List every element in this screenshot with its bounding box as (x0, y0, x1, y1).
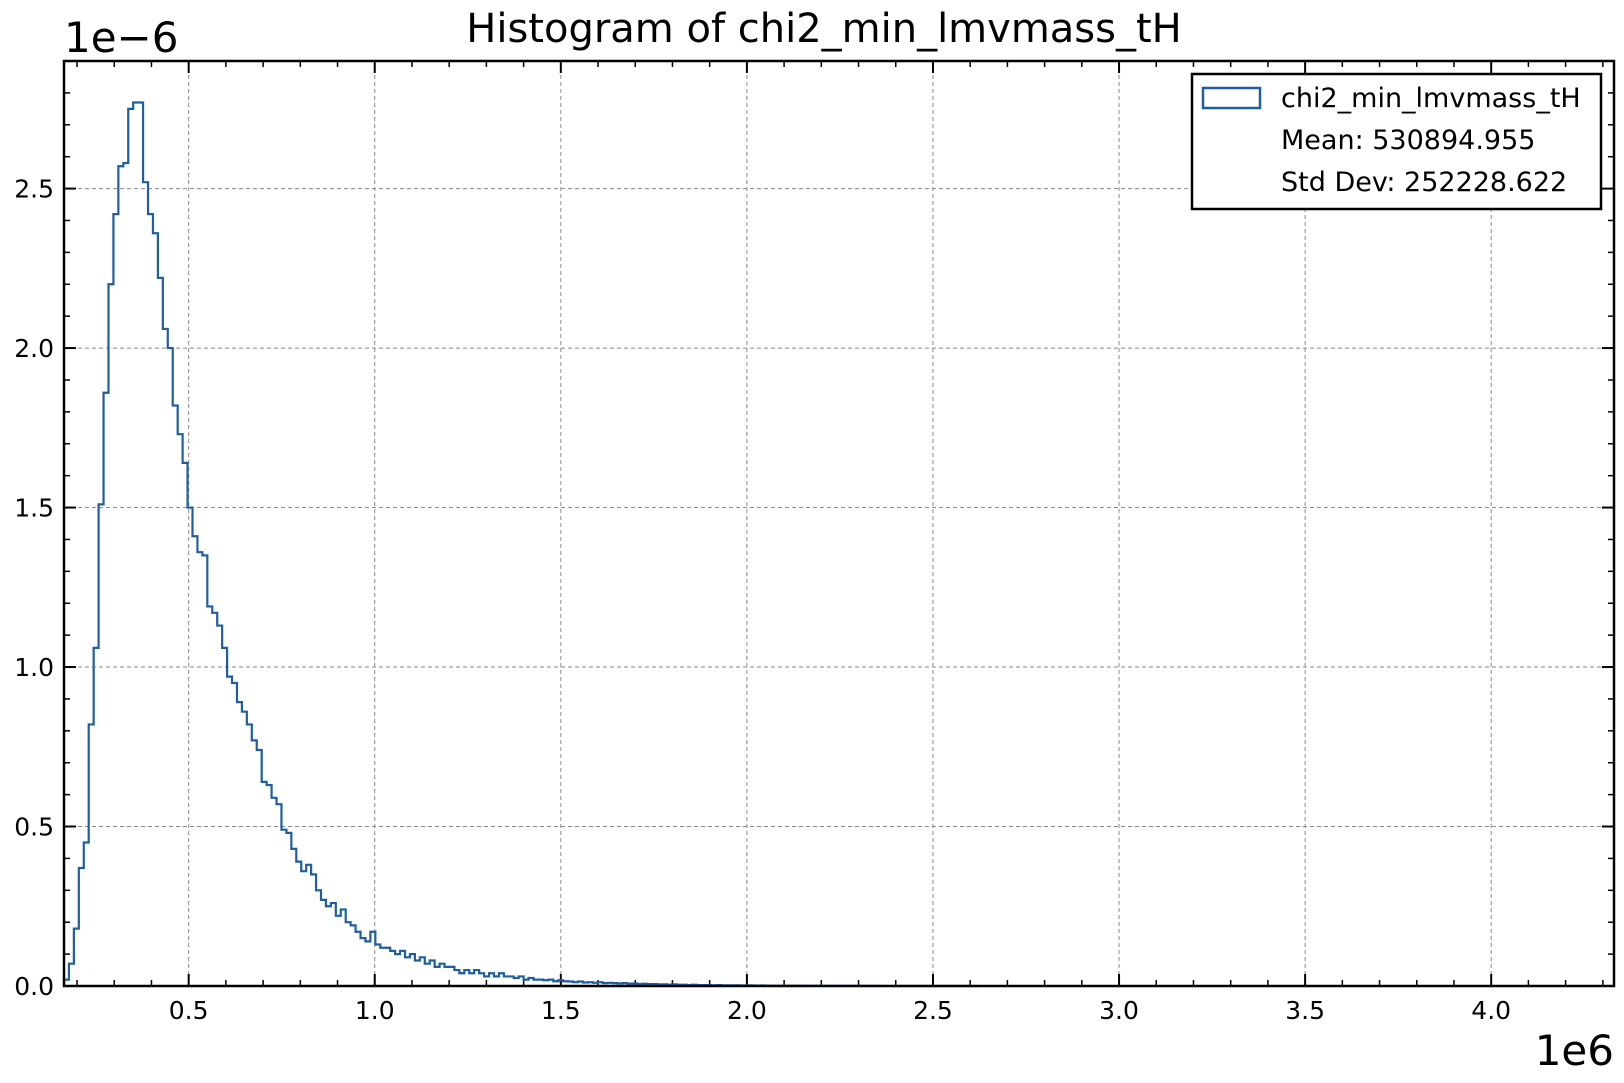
histogram-bin (351, 925, 356, 986)
legend-entry-mean: Mean: 530894.955 (1281, 125, 1535, 156)
legend-entry-series: chi2_min_lmvmass_tH (1281, 83, 1581, 114)
histogram-bin (247, 724, 252, 986)
histogram-bin (163, 329, 168, 986)
histogram-bin (306, 865, 311, 986)
histogram-bin (197, 552, 202, 986)
histogram-bin (188, 508, 193, 986)
histogram-bin (262, 782, 267, 986)
histogram-bin (202, 555, 207, 986)
histogram-bin (375, 945, 380, 986)
histogram-bin (380, 948, 385, 986)
histogram-bin (217, 626, 222, 986)
x-tick-label: 3.5 (1285, 996, 1325, 1025)
legend: chi2_min_lmvmass_tH Mean: 530894.955 Std… (1190, 72, 1603, 211)
histogram-bin (242, 712, 247, 986)
histogram-bin (286, 833, 291, 986)
histogram-bin (252, 740, 257, 986)
histogram-bin (257, 750, 262, 986)
histogram-bin (405, 957, 410, 986)
histogram-bin (321, 900, 326, 986)
histogram-bin (336, 916, 341, 986)
histogram-bin (435, 967, 440, 986)
histogram-bin (232, 683, 237, 986)
histogram-bin (118, 166, 123, 986)
plot-frame (62, 59, 1616, 988)
x-tick-label: 2.0 (727, 996, 767, 1025)
histogram-bin (168, 348, 173, 986)
histogram-bin (212, 613, 217, 986)
histogram-bin (365, 941, 370, 986)
y-tick-label: 0.0 (14, 972, 54, 1001)
histogram-bin (153, 233, 158, 986)
histogram-bin (346, 922, 351, 986)
y-offset-label: 1e−6 (64, 13, 178, 62)
histogram-bin (390, 951, 395, 986)
histogram-bin (123, 163, 128, 986)
histogram-bin (133, 102, 138, 986)
x-tick-label: 2.5 (913, 996, 953, 1025)
histogram-bin (425, 964, 430, 986)
histogram-bin (395, 954, 400, 986)
histogram-bin (277, 804, 282, 986)
x-tick-label: 0.5 (169, 996, 209, 1025)
y-tick-label: 1.0 (14, 653, 54, 682)
histogram-bin (459, 973, 464, 986)
x-offset-label: 1e6 (1535, 1026, 1614, 1075)
x-tick-label: 1.5 (541, 996, 581, 1025)
histogram-bin (178, 434, 183, 986)
histogram-bin (445, 967, 450, 986)
y-tick-label: 0.5 (14, 813, 54, 842)
histogram-bin (296, 862, 301, 986)
x-tick-labels: 0.5 1.0 1.5 2.0 2.5 3.0 3.5 4.0 (169, 996, 1511, 1025)
histogram-bin (301, 871, 306, 986)
histogram-bin (192, 536, 197, 986)
histogram-bin (494, 976, 499, 986)
histogram-bin (158, 278, 163, 986)
histogram-bin (316, 890, 321, 986)
histogram-bin (291, 849, 296, 986)
histogram-bin (207, 606, 212, 986)
x-tick-label: 4.0 (1471, 996, 1511, 1025)
histogram-bins (64, 102, 978, 986)
histogram-bin (326, 906, 331, 986)
y-tick-labels: 0.0 0.5 1.0 1.5 2.0 2.5 (14, 175, 54, 1001)
x-tick-label: 1.0 (355, 996, 395, 1025)
histogram-bin (143, 182, 148, 986)
histogram-bin (173, 405, 178, 986)
histogram-bin (113, 214, 118, 986)
histogram-bin (356, 932, 361, 986)
y-tick-label: 2.5 (14, 175, 54, 204)
histogram-bin (138, 102, 143, 986)
histogram-bin (361, 938, 366, 986)
legend-swatch (1201, 86, 1262, 110)
histogram-bin (385, 948, 390, 986)
histogram-bin (272, 798, 277, 986)
histogram-bin (504, 976, 509, 986)
y-tick-label: 2.0 (14, 334, 54, 363)
histogram-bin (227, 677, 232, 986)
histogram-bin (484, 976, 489, 986)
chart-title: Histogram of chi2_min_lmvmass_tH (466, 6, 1182, 52)
histogram-bin (237, 702, 242, 986)
legend-entry-stddev: Std Dev: 252228.622 (1281, 167, 1567, 198)
histogram-bin (415, 960, 420, 986)
histogram-bin (148, 214, 153, 986)
histogram-bin (267, 785, 272, 986)
x-tick-label: 3.0 (1099, 996, 1139, 1025)
y-tick-label: 1.5 (14, 494, 54, 523)
histogram-bin (128, 109, 133, 986)
histogram-bin (281, 830, 286, 986)
histogram-bin (183, 463, 188, 986)
histogram-bin (469, 973, 474, 986)
histogram-bin (222, 648, 227, 986)
